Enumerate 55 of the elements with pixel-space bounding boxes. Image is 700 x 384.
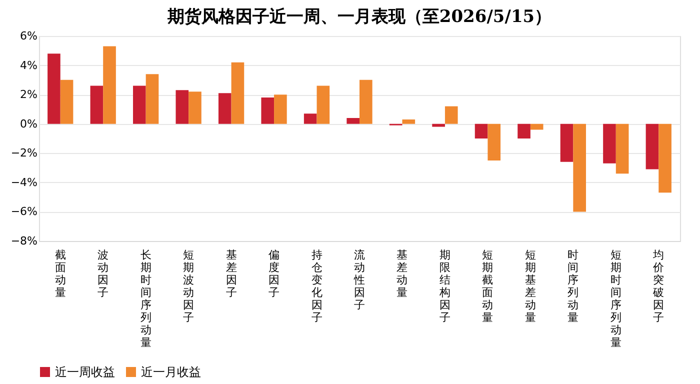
y-tick-label: −2% <box>10 146 38 160</box>
bar <box>573 124 586 212</box>
bar <box>530 124 544 130</box>
x-tick-label: 截面动量 <box>54 248 66 299</box>
bar <box>646 124 659 170</box>
bar <box>304 114 317 124</box>
bar <box>360 80 372 124</box>
y-tick-label: 2% <box>20 88 38 102</box>
bar <box>658 124 672 193</box>
bar <box>60 80 74 124</box>
x-tick-label: 短期基差动量 <box>524 248 536 324</box>
chart-title: 期货风格因子近一周、一月表现（至2026/5/15） <box>166 7 552 27</box>
bar <box>346 118 360 124</box>
x-tick-label: 短期时间序列动量 <box>610 248 622 349</box>
bar <box>316 86 330 124</box>
bar <box>90 86 104 124</box>
legend-label: 近一月收益 <box>141 365 201 379</box>
bar <box>474 124 488 138</box>
bar <box>218 93 232 124</box>
bar <box>518 124 530 138</box>
bar <box>133 86 146 124</box>
y-tick-label: −4% <box>10 176 38 189</box>
bar <box>603 124 616 164</box>
bar <box>48 54 60 124</box>
x-tick-label: 短期波动因子 <box>183 248 194 324</box>
bar <box>444 106 458 124</box>
y-tick-label: 4% <box>20 58 38 72</box>
legend-label: 近一周收益 <box>55 365 115 379</box>
bar <box>274 94 287 124</box>
x-tick-label: 期限结构因子 <box>438 248 450 324</box>
x-tick-label: 时间序列动量 <box>568 248 579 324</box>
y-tick-label: −6% <box>10 205 38 218</box>
x-tick-label: 基差因子 <box>226 248 237 299</box>
bar <box>261 98 274 124</box>
x-tick-label: 长期时间序列动量 <box>140 248 152 349</box>
x-tick-label: 均价突破因子 <box>652 248 664 324</box>
x-tick-label: 流动性因子 <box>353 248 365 312</box>
bar <box>432 124 445 127</box>
x-tick-label: 持仓变化因子 <box>311 248 322 324</box>
x-tick-label: 偏度因子 <box>268 248 280 299</box>
y-tick-label: 0% <box>20 117 38 130</box>
bar <box>231 62 244 124</box>
x-tick-label: 波动因子 <box>98 248 109 299</box>
bar <box>488 124 501 160</box>
bar <box>616 124 629 174</box>
bar <box>188 92 202 124</box>
bar <box>560 124 574 162</box>
bar <box>176 90 189 124</box>
bar <box>146 74 159 124</box>
y-tick-label: −8% <box>10 234 38 248</box>
x-tick-label: 基差动量 <box>396 248 408 299</box>
bar <box>402 119 416 124</box>
y-tick-label: 6% <box>20 30 38 42</box>
x-tick-label: 短期截面动量 <box>482 248 494 324</box>
bar <box>103 46 116 124</box>
